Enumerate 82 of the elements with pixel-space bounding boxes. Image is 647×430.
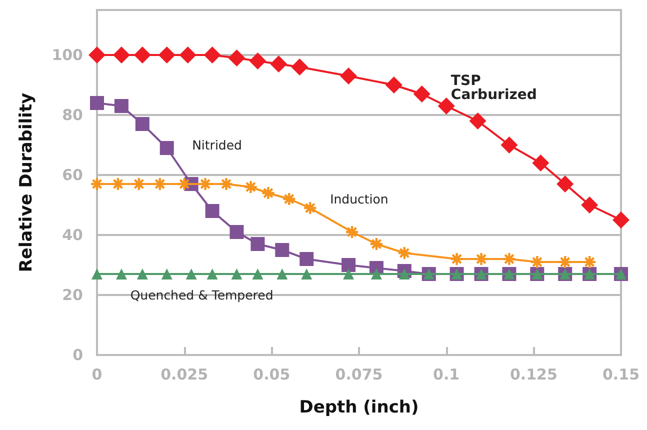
- point: [302, 200, 318, 216]
- series-label: Induction: [330, 192, 388, 206]
- point: [206, 268, 218, 280]
- point: [342, 258, 356, 272]
- point: [116, 268, 127, 280]
- y-tick-label: 0: [72, 346, 83, 364]
- point: [450, 252, 464, 266]
- y-tick-label: 60: [62, 166, 83, 184]
- point: [136, 268, 148, 280]
- point: [582, 254, 597, 270]
- point: [261, 186, 276, 200]
- point: [385, 76, 402, 94]
- x-tick-label: 0.025: [160, 366, 208, 384]
- point: [369, 236, 384, 252]
- point: [530, 254, 544, 270]
- point: [110, 176, 126, 192]
- point: [532, 154, 550, 172]
- point: [413, 86, 430, 102]
- point: [186, 268, 197, 280]
- point: [558, 254, 572, 270]
- point: [161, 268, 172, 280]
- x-tick-label: 0.125: [510, 366, 558, 384]
- point: [205, 204, 220, 218]
- point: [219, 176, 234, 192]
- point: [276, 268, 288, 280]
- point: [275, 243, 290, 257]
- point: [474, 252, 488, 266]
- point: [114, 99, 128, 113]
- point: [158, 46, 176, 64]
- point: [370, 268, 382, 280]
- point: [500, 136, 518, 154]
- point: [249, 52, 266, 70]
- point: [231, 268, 242, 280]
- point: [612, 212, 630, 228]
- point: [90, 96, 104, 110]
- point: [152, 176, 167, 192]
- point: [502, 252, 516, 266]
- x-tick-label: 0: [92, 366, 102, 384]
- point: [204, 46, 221, 64]
- point: [270, 56, 288, 72]
- y-tick-label: 100: [52, 46, 83, 64]
- point: [469, 112, 486, 130]
- x-tick-label: 0.05: [253, 366, 290, 384]
- point: [177, 176, 192, 192]
- point: [135, 117, 150, 131]
- point: [179, 46, 196, 64]
- y-tick-label: 80: [62, 106, 83, 124]
- series-label: Nitrided: [192, 138, 242, 152]
- point: [301, 268, 312, 280]
- point: [344, 224, 360, 240]
- point: [198, 176, 212, 192]
- point: [397, 246, 412, 260]
- point: [88, 46, 106, 64]
- point: [112, 46, 130, 64]
- x-tick-label: 0.15: [602, 366, 640, 384]
- point: [556, 176, 574, 192]
- point: [291, 58, 308, 76]
- point: [228, 50, 246, 66]
- point: [340, 68, 358, 84]
- point: [90, 176, 104, 192]
- x-tick-label: 0.075: [335, 366, 383, 384]
- y-axis-title: Relative Durability: [16, 92, 36, 272]
- point: [92, 268, 102, 280]
- point: [244, 180, 258, 194]
- x-tick-label: 0.1: [433, 366, 460, 384]
- point: [230, 225, 244, 239]
- x-axis-title: Depth (inch): [299, 398, 419, 418]
- series-label: Quenched & Tempered: [130, 288, 274, 302]
- point: [134, 46, 151, 64]
- point: [132, 176, 146, 192]
- point: [282, 192, 296, 206]
- point: [398, 268, 410, 280]
- y-tick-label: 40: [62, 226, 83, 244]
- point: [438, 98, 455, 114]
- point: [581, 196, 598, 214]
- point: [343, 268, 354, 280]
- point: [300, 252, 314, 266]
- series-label: TSP Carburized: [450, 73, 537, 103]
- y-tick-label: 20: [62, 286, 83, 304]
- point: [252, 268, 264, 280]
- point: [250, 237, 265, 251]
- point: [160, 141, 174, 155]
